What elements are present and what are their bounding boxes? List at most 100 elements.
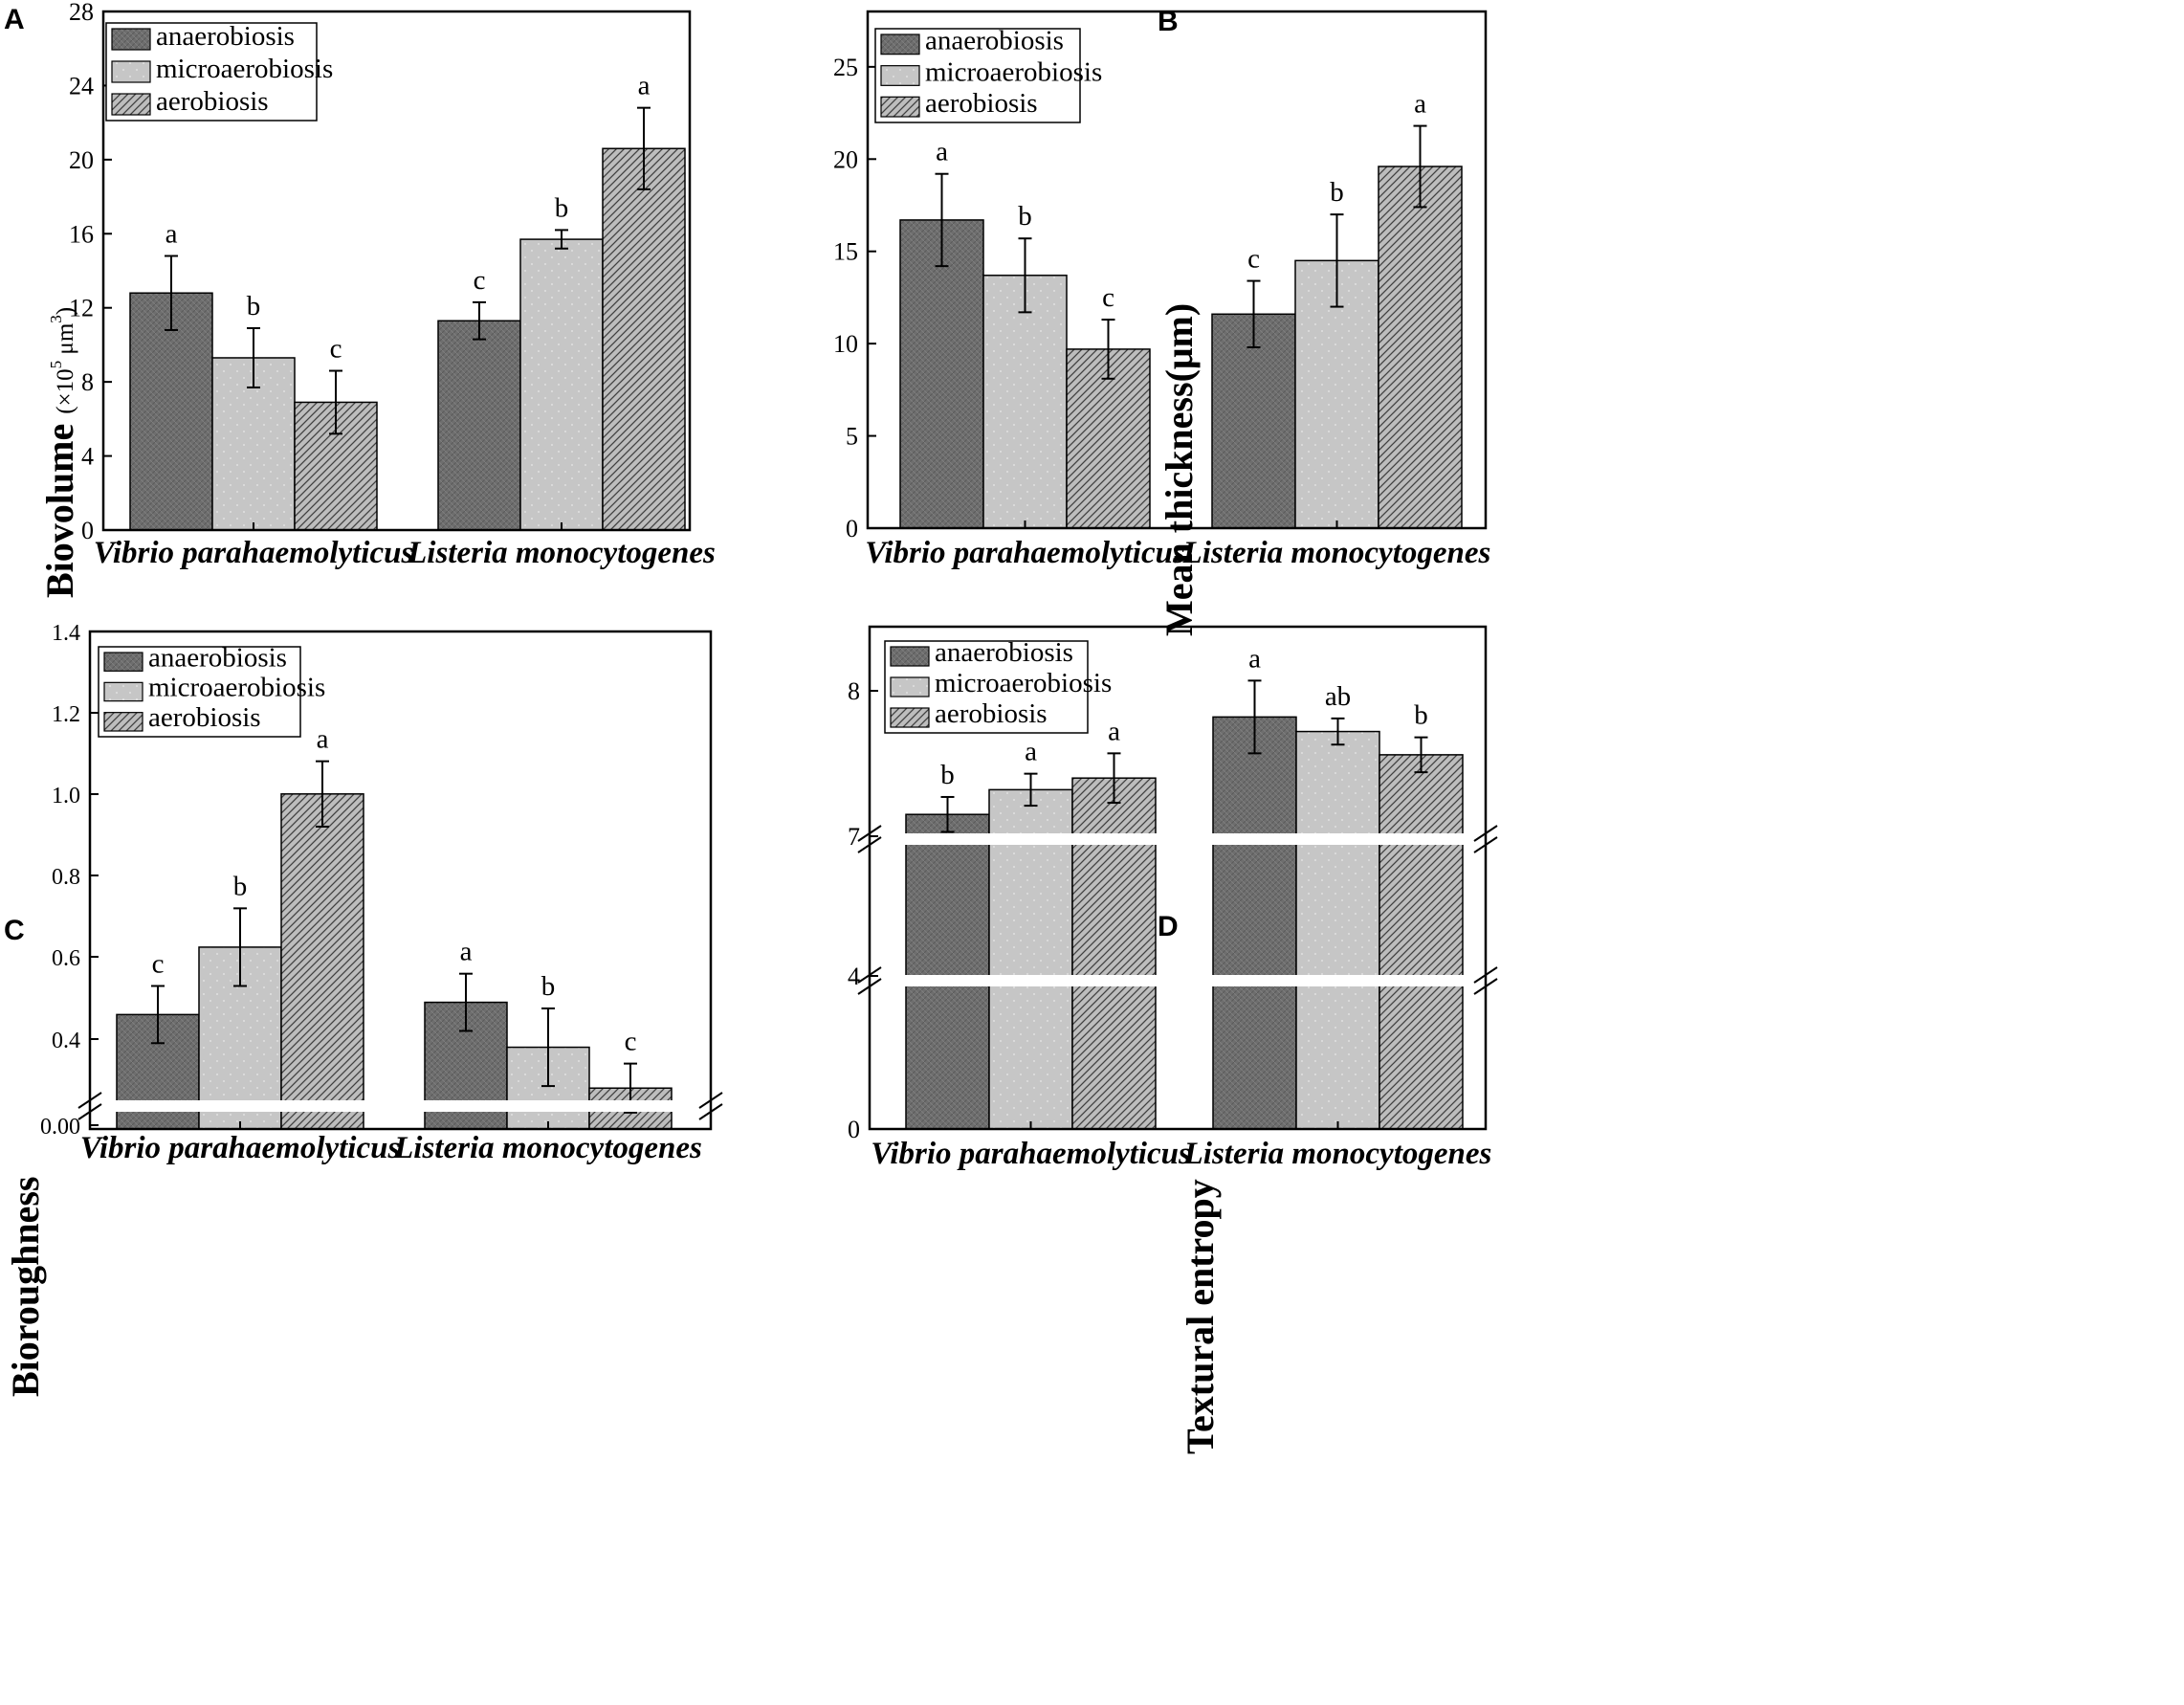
- sig-letter-d-aerobiosis-1: b: [1414, 700, 1428, 731]
- chart-c: c a b b a c 0.00 0.4 0.6 0.8 1.0 1.2 1.4 Vibrio parah…: [40, 621, 723, 1165]
- y-tick-label-d-3: 8: [848, 677, 860, 705]
- legend-label-aerobiosis: aerobiosis: [156, 86, 269, 117]
- y-tick-label-c-0: 0.00: [40, 1115, 80, 1140]
- panel-label-b: B: [1158, 6, 1179, 37]
- bar-b-microaerobiosis-0: [982, 275, 1068, 529]
- panel-label-c: C: [4, 915, 25, 946]
- legend-label-anaerobiosis: anaerobiosis: [925, 26, 1064, 56]
- y-tick-label-d-0: 0: [848, 1116, 860, 1143]
- y-tick-label-c-5: 1.2: [52, 702, 80, 727]
- panel-label-a: A: [4, 4, 25, 35]
- sig-letter-a-microaerobiosis-0: b: [247, 291, 261, 321]
- sig-letter-b-microaerobiosis-1: b: [1330, 177, 1344, 208]
- bar-d-anaerobiosis-1: [1212, 716, 1297, 1130]
- bar-a-microaerobiosis-1: [519, 238, 604, 531]
- bar-b-aerobiosis-0: [1066, 348, 1151, 529]
- legend-label-anaerobiosis: anaerobiosis: [935, 637, 1073, 668]
- sig-letter-b-anaerobiosis-0: a: [936, 137, 948, 167]
- y-tick-label-c-4: 1.0: [52, 784, 80, 808]
- legend-swatch-aerobiosis: [890, 707, 930, 728]
- bar-a-aerobiosis-1: [602, 147, 686, 531]
- ylabel-c: Bioroughness: [4, 1177, 47, 1397]
- sig-letter-c-anaerobiosis-1: a: [460, 937, 473, 967]
- sig-letter-d-anaerobiosis-0: b: [940, 760, 955, 790]
- x-category-label-b-0: Vibrio parahaemolyticus: [865, 536, 1185, 570]
- sig-letter-b-aerobiosis-0: c: [1102, 282, 1114, 313]
- y-tick-label-b-2: 10: [833, 330, 858, 358]
- legend-swatch-microaerobiosis: [111, 60, 151, 83]
- y-tick-label-d-1: 4: [848, 963, 860, 990]
- bar-b-anaerobiosis-1: [1211, 313, 1296, 529]
- y-tick-label-a-0: 0: [81, 517, 94, 544]
- bar-d-microaerobiosis-0: [988, 788, 1073, 1130]
- axis-break-gap-1: [871, 975, 1484, 986]
- legend-label-microaerobiosis: microaerobiosis: [935, 668, 1112, 698]
- chart-a: a c b b c a 0 4 8 12 16 20 24 28 Vibrio parahaemolytic…: [69, 0, 716, 570]
- bar-d-microaerobiosis-1: [1295, 730, 1380, 1130]
- y-tick-label-a-2: 8: [81, 368, 94, 396]
- bar-b-anaerobiosis-0: [899, 219, 984, 529]
- sig-letter-c-microaerobiosis-1: b: [541, 971, 556, 1002]
- bar-b-aerobiosis-1: [1378, 166, 1463, 529]
- legend-label-aerobiosis: aerobiosis: [148, 702, 261, 733]
- x-category-label-d-0: Vibrio parahaemolyticus: [871, 1137, 1191, 1171]
- y-tick-label-d-2: 7: [848, 823, 860, 851]
- bar-a-anaerobiosis-1: [437, 320, 521, 531]
- sig-letter-b-anaerobiosis-1: c: [1247, 244, 1260, 275]
- legend-swatch-microaerobiosis: [880, 65, 920, 86]
- axis-break-gap-0: [92, 1100, 709, 1112]
- legend-swatch-anaerobiosis: [103, 652, 143, 672]
- legend-swatch-microaerobiosis: [103, 681, 143, 702]
- sig-letter-c-anaerobiosis-0: c: [152, 948, 165, 979]
- legend-label-microaerobiosis: microaerobiosis: [148, 673, 325, 703]
- x-category-label-a-1: Listeria monocytogenes: [407, 536, 716, 570]
- y-tick-label-b-3: 15: [833, 238, 858, 266]
- y-tick-label-a-1: 4: [81, 443, 94, 471]
- legend-label-microaerobiosis: microaerobiosis: [156, 54, 333, 84]
- sig-letter-c-microaerobiosis-0: b: [233, 871, 248, 901]
- sig-letter-c-aerobiosis-1: c: [625, 1027, 637, 1057]
- y-tick-label-c-6: 1.4: [52, 621, 80, 646]
- plots-layer: a c b b c a 0 4 8 12 16 20 24 28 Vibrio parahaemolytic…: [40, 0, 1498, 1171]
- y-tick-label-c-3: 0.8: [52, 865, 80, 890]
- sig-letter-a-aerobiosis-1: a: [638, 71, 651, 101]
- chart-b: a c b b c a 0 5 10 15 20 25 Vibrio parahaemolyticusL…: [833, 10, 1490, 570]
- bar-d-aerobiosis-1: [1379, 754, 1464, 1130]
- sig-letter-d-microaerobiosis-1: ab: [1325, 681, 1351, 712]
- y-tick-label-b-4: 20: [833, 145, 858, 173]
- plot-frame-b: [866, 10, 1488, 530]
- legend-swatch-anaerobiosis: [890, 646, 930, 667]
- ylabel-d: Textural entropy: [1179, 1179, 1222, 1454]
- legend-swatch-anaerobiosis: [880, 33, 920, 55]
- sig-letter-d-anaerobiosis-1: a: [1248, 643, 1261, 674]
- sig-letter-d-aerobiosis-0: a: [1108, 716, 1120, 746]
- ylabel-b: Mean thickness(μm): [1158, 303, 1201, 636]
- sig-letter-b-microaerobiosis-0: b: [1018, 201, 1032, 232]
- sig-letter-c-aerobiosis-0: a: [317, 724, 329, 755]
- sig-letter-d-microaerobiosis-0: a: [1025, 737, 1037, 767]
- legend-swatch-microaerobiosis: [890, 676, 930, 698]
- y-tick-label-b-1: 5: [846, 423, 858, 451]
- y-tick-label-b-0: 0: [846, 515, 858, 542]
- bar-d-aerobiosis-0: [1071, 777, 1157, 1130]
- legend-swatch-aerobiosis: [880, 96, 920, 118]
- legend-label-anaerobiosis: anaerobiosis: [156, 21, 295, 52]
- sig-letter-a-anaerobiosis-1: c: [474, 265, 486, 296]
- x-category-label-c-1: Listeria monocytogenes: [393, 1131, 702, 1165]
- y-tick-label-a-7: 28: [69, 0, 94, 26]
- sig-letter-b-aerobiosis-1: a: [1414, 89, 1426, 120]
- ylabel-a: Biovolume(×105 μm3): [38, 307, 81, 598]
- legend-label-aerobiosis: aerobiosis: [935, 698, 1048, 729]
- sig-letter-a-aerobiosis-0: c: [330, 334, 342, 365]
- axis-break-gap-0: [871, 833, 1484, 845]
- plot-frame-c: [88, 630, 713, 1131]
- y-tick-label-c-2: 0.6: [52, 946, 80, 971]
- plot-frame-a: [101, 10, 692, 532]
- plot-frame-d: [868, 625, 1488, 1131]
